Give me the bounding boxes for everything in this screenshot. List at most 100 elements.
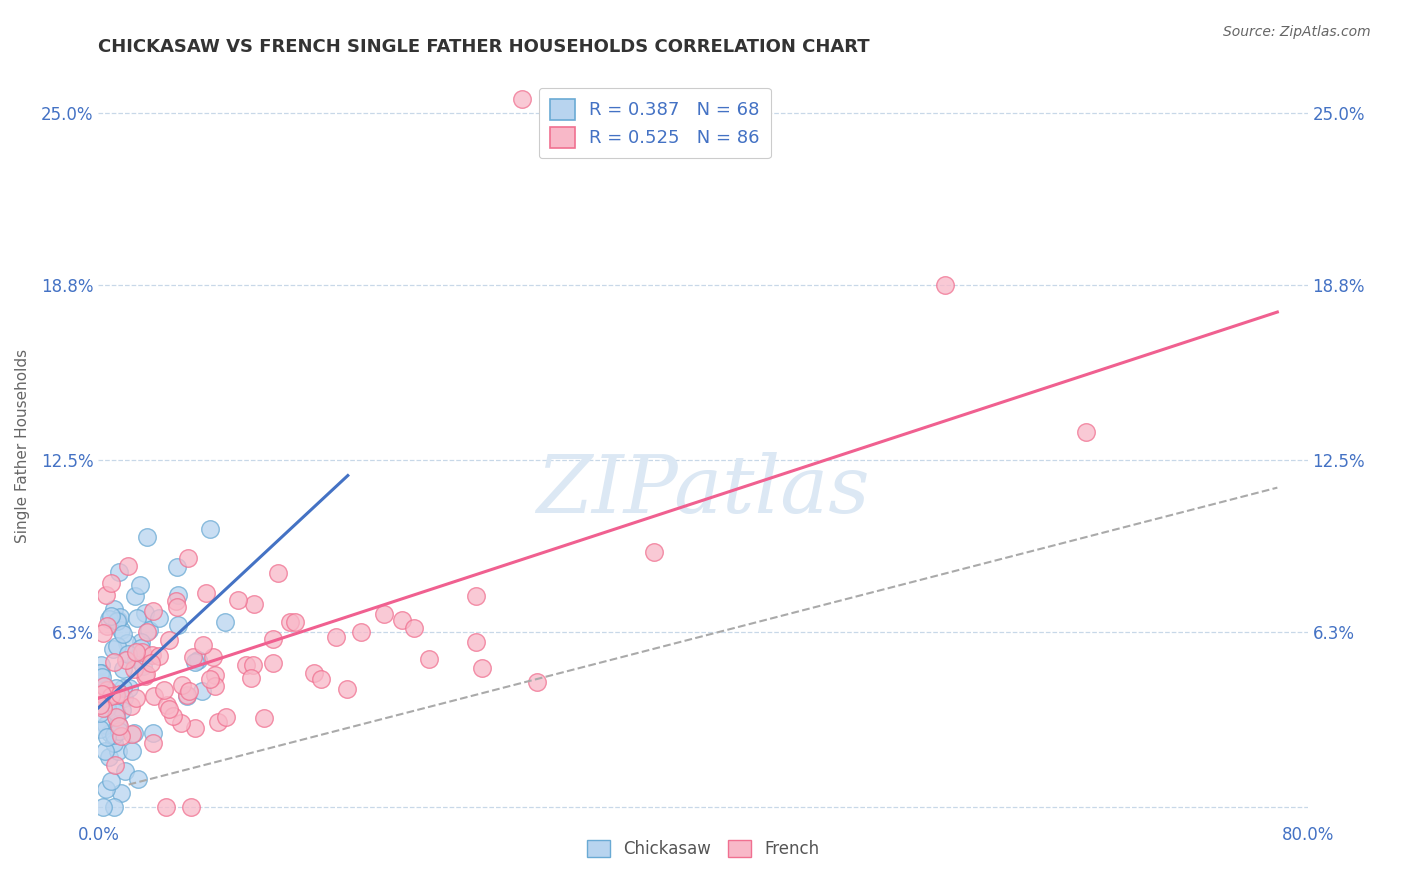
Point — [129, 634, 152, 648]
Point — [121, 744, 143, 758]
Point — [107, 717, 129, 731]
Point — [90, 665, 112, 680]
Point — [201, 650, 224, 665]
Point — [176, 689, 198, 703]
Point — [465, 635, 488, 649]
Point — [107, 614, 129, 628]
Point — [125, 611, 148, 625]
Point — [152, 683, 174, 698]
Point — [141, 648, 163, 662]
Point — [125, 690, 148, 705]
Point — [105, 688, 128, 702]
Point — [142, 604, 165, 618]
Point — [91, 700, 114, 714]
Point — [309, 672, 332, 686]
Point — [108, 610, 131, 624]
Point — [103, 736, 125, 750]
Point — [100, 774, 122, 789]
Point — [278, 615, 301, 629]
Point — [131, 645, 153, 659]
Point — [165, 594, 187, 608]
Point — [110, 786, 132, 800]
Point — [253, 711, 276, 725]
Point — [187, 653, 209, 667]
Point — [643, 544, 665, 558]
Point — [471, 661, 494, 675]
Point — [262, 632, 284, 646]
Point — [207, 715, 229, 730]
Point — [100, 608, 122, 623]
Point — [124, 590, 146, 604]
Point — [94, 744, 117, 758]
Point — [97, 749, 120, 764]
Point — [204, 679, 226, 693]
Text: Source: ZipAtlas.com: Source: ZipAtlas.com — [1223, 25, 1371, 39]
Point — [105, 640, 128, 654]
Point — [128, 577, 150, 591]
Point — [89, 706, 111, 720]
Point — [141, 656, 163, 670]
Point — [96, 682, 118, 697]
Point — [110, 729, 132, 743]
Point — [103, 601, 125, 615]
Point — [105, 706, 128, 720]
Point — [112, 690, 135, 705]
Point — [148, 649, 170, 664]
Point — [214, 615, 236, 629]
Point — [127, 772, 149, 786]
Point — [176, 688, 198, 702]
Point — [170, 716, 193, 731]
Point — [138, 623, 160, 637]
Point — [418, 652, 440, 666]
Point — [90, 676, 112, 690]
Point — [125, 645, 148, 659]
Point — [155, 799, 177, 814]
Point — [142, 736, 165, 750]
Point — [98, 726, 121, 740]
Point — [108, 719, 131, 733]
Point — [110, 703, 132, 717]
Y-axis label: Single Father Households: Single Father Households — [15, 349, 30, 543]
Point — [215, 710, 238, 724]
Point — [125, 651, 148, 665]
Text: CHICKASAW VS FRENCH SINGLE FATHER HOUSEHOLDS CORRELATION CHART: CHICKASAW VS FRENCH SINGLE FATHER HOUSEH… — [98, 38, 870, 56]
Point — [134, 669, 156, 683]
Point — [93, 679, 115, 693]
Point — [103, 729, 125, 743]
Point — [96, 701, 118, 715]
Point — [105, 615, 128, 629]
Point — [134, 606, 156, 620]
Point — [172, 678, 194, 692]
Point — [94, 782, 117, 797]
Point — [112, 627, 135, 641]
Point — [191, 683, 214, 698]
Point — [91, 626, 114, 640]
Point — [181, 649, 204, 664]
Point — [226, 593, 249, 607]
Point — [112, 662, 135, 676]
Point — [184, 655, 207, 669]
Point — [166, 560, 188, 574]
Point — [1074, 425, 1097, 439]
Point — [100, 575, 122, 590]
Point — [89, 698, 111, 712]
Point — [89, 723, 111, 737]
Point — [157, 702, 180, 716]
Point — [108, 565, 131, 579]
Point — [336, 682, 359, 697]
Point — [90, 658, 112, 673]
Point — [148, 610, 170, 624]
Point — [267, 566, 290, 580]
Point — [243, 597, 266, 611]
Point — [166, 599, 188, 614]
Point — [464, 590, 486, 604]
Point — [195, 586, 218, 600]
Point — [103, 799, 125, 814]
Point — [176, 551, 198, 566]
Point — [110, 624, 132, 638]
Point — [373, 607, 395, 622]
Point — [402, 621, 425, 635]
Point — [104, 757, 127, 772]
Point — [129, 640, 152, 655]
Point — [101, 641, 124, 656]
